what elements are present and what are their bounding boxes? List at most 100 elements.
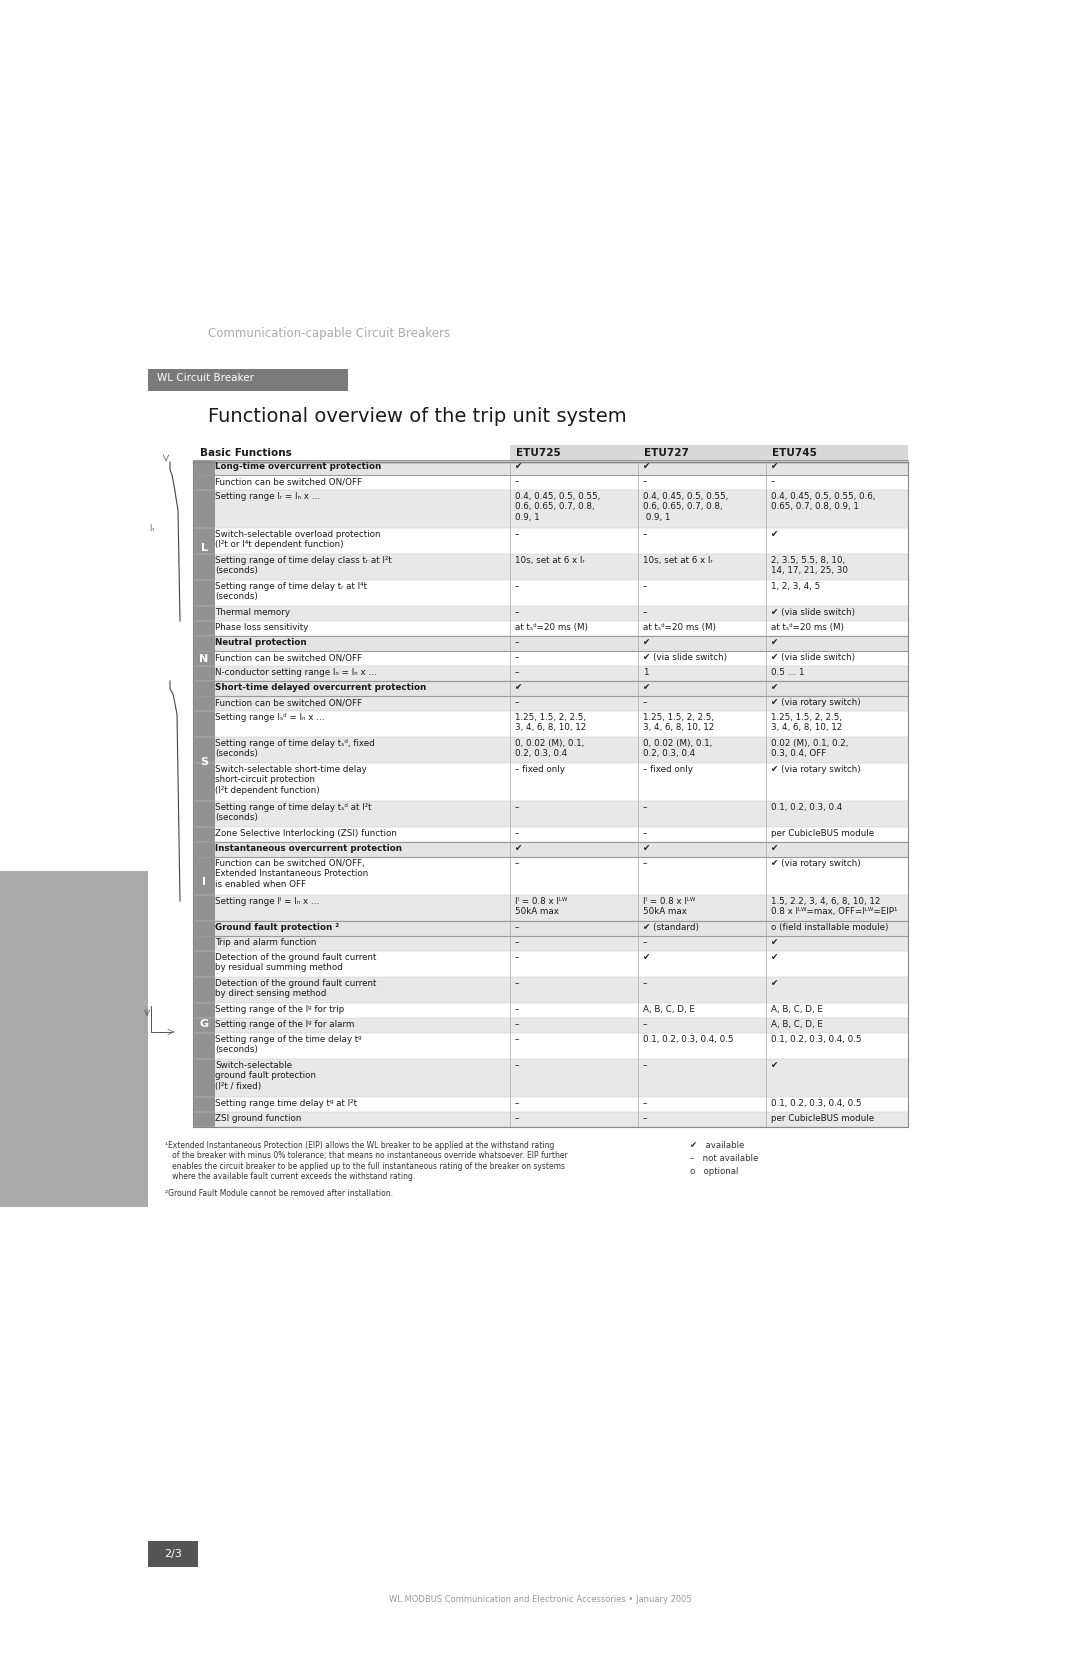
FancyBboxPatch shape: [193, 1097, 908, 1112]
FancyBboxPatch shape: [193, 1112, 908, 1127]
FancyBboxPatch shape: [193, 580, 908, 607]
Text: Switch-selectable short-time delay
short-circuit protection
(I²t dependent funct: Switch-selectable short-time delay short…: [215, 765, 367, 795]
Text: 1.25, 1.5, 2, 2.5,
3, 4, 6, 8, 10, 12: 1.25, 1.5, 2, 2.5, 3, 4, 6, 8, 10, 12: [515, 713, 586, 732]
FancyBboxPatch shape: [510, 445, 638, 462]
Text: ✔: ✔: [643, 844, 650, 854]
Text: ¹Extended Instantaneous Protection (EIP) allows the WL breaker to be applied at : ¹Extended Instantaneous Protection (EIP)…: [165, 1140, 568, 1182]
Text: Iᴵ = 0.8 x Iᴸᵂ
50kA max: Iᴵ = 0.8 x Iᴸᵂ 50kA max: [643, 897, 696, 917]
Text: ✔ (via slide switch): ✔ (via slide switch): [771, 608, 855, 617]
Text: –: –: [515, 828, 519, 839]
FancyBboxPatch shape: [193, 460, 215, 637]
Text: ✔ (via rotary switch): ✔ (via rotary switch): [771, 859, 861, 869]
Text: Setting range time delay tᵍ at I²t: Setting range time delay tᵍ at I²t: [215, 1099, 357, 1109]
Text: ✔   available: ✔ available: [690, 1140, 744, 1150]
Text: 0.4, 0.45, 0.5, 0.55, 0.6,
0.65, 0.7, 0.8, 0.9, 1: 0.4, 0.45, 0.5, 0.55, 0.6, 0.65, 0.7, 0.…: [771, 492, 876, 512]
Text: Detection of the ground fault current
by residual summing method: Detection of the ground fault current by…: [215, 954, 376, 972]
Text: N-conductor setting range Iₙ = Iₙ x …: N-conductor setting range Iₙ = Iₙ x …: [215, 668, 377, 677]
Text: 2/3: 2/3: [164, 1549, 181, 1559]
Text: A, B, C, D, E: A, B, C, D, E: [643, 1005, 694, 1014]
Text: Setting range Iₛᵈ = Iₙ x …: Setting range Iₛᵈ = Iₙ x …: [215, 713, 325, 722]
Text: Setting range Iᴵ = Iₙ x …: Setting range Iᴵ = Iₙ x …: [215, 897, 320, 905]
Text: S: S: [200, 757, 208, 767]
Text: –: –: [515, 638, 519, 647]
Text: –: –: [515, 1114, 519, 1124]
Text: 1, 2, 3, 4, 5: 1, 2, 3, 4, 5: [771, 582, 820, 592]
FancyBboxPatch shape: [193, 920, 908, 935]
Text: G: G: [200, 1019, 208, 1029]
FancyBboxPatch shape: [193, 652, 908, 667]
Text: o (field installable module): o (field installable module): [771, 924, 889, 932]
Text: Setting range of the Iᵍ for alarm: Setting range of the Iᵍ for alarm: [215, 1020, 354, 1029]
FancyBboxPatch shape: [193, 667, 908, 682]
Text: 1.5, 2.2, 3, 4, 6, 8, 10, 12
0.8 x Iᴸᵂ=max, OFF=Iᴸᵂ=EIP¹: 1.5, 2.2, 3, 4, 6, 8, 10, 12 0.8 x Iᴸᵂ=m…: [771, 897, 897, 917]
Text: Setting range of time delay tᵣ at I⁴t
(seconds): Setting range of time delay tᵣ at I⁴t (s…: [215, 582, 367, 602]
Text: Neutral protection: Neutral protection: [215, 638, 307, 647]
Text: 0.1, 0.2, 0.3, 0.4, 0.5: 0.1, 0.2, 0.3, 0.4, 0.5: [771, 1099, 862, 1109]
FancyBboxPatch shape: [638, 445, 766, 462]
Text: 10s, set at 6 x Iᵣ: 10s, set at 6 x Iᵣ: [515, 557, 584, 565]
Text: 1: 1: [643, 668, 648, 677]
Text: Trip and alarm function: Trip and alarm function: [215, 939, 316, 947]
Text: –: –: [515, 668, 519, 677]
Text: Instantaneous overcurrent protection: Instantaneous overcurrent protection: [215, 844, 402, 854]
Text: ✔: ✔: [643, 638, 650, 647]
Text: Iₙ: Iₙ: [149, 523, 154, 532]
Text: 10s, set at 6 x Iᵣ: 10s, set at 6 x Iᵣ: [643, 557, 713, 565]
Text: ✔: ✔: [515, 462, 523, 472]
Text: WL MODBUS Communication and Electronic Accessories • January 2005: WL MODBUS Communication and Electronic A…: [389, 1595, 691, 1604]
Text: A, B, C, D, E: A, B, C, D, E: [771, 1020, 823, 1029]
FancyBboxPatch shape: [193, 977, 908, 1004]
Text: ✔: ✔: [771, 939, 779, 947]
FancyBboxPatch shape: [0, 870, 148, 1207]
Text: –: –: [643, 1099, 647, 1109]
FancyBboxPatch shape: [193, 528, 908, 553]
Text: ETU727: ETU727: [644, 448, 689, 458]
Text: –: –: [515, 939, 519, 947]
Text: o   optional: o optional: [690, 1167, 739, 1175]
Text: –: –: [515, 954, 519, 962]
Text: –: –: [643, 698, 647, 707]
Text: Ground fault protection ²: Ground fault protection ²: [215, 924, 339, 932]
Text: Setting range of the time delay tᵍ
(seconds): Setting range of the time delay tᵍ (seco…: [215, 1035, 362, 1055]
Text: Setting range of time delay tₛᵈ at I²t
(seconds): Setting range of time delay tₛᵈ at I²t (…: [215, 803, 372, 822]
Text: per CubicleBUS module: per CubicleBUS module: [771, 1114, 874, 1124]
Text: 0, 0.02 (M), 0.1,
0.2, 0.3, 0.4: 0, 0.02 (M), 0.1, 0.2, 0.3, 0.4: [643, 738, 712, 758]
Text: ✔: ✔: [771, 462, 779, 472]
Text: –: –: [515, 803, 519, 812]
FancyBboxPatch shape: [193, 1004, 908, 1019]
Text: –: –: [515, 530, 519, 538]
Text: 0.4, 0.45, 0.5, 0.55,
0.6, 0.65, 0.7, 0.8,
0.9, 1: 0.4, 0.45, 0.5, 0.55, 0.6, 0.65, 0.7, 0.…: [515, 492, 600, 522]
Text: 0.4, 0.45, 0.5, 0.55,
0.6, 0.65, 0.7, 0.8,
 0.9, 1: 0.4, 0.45, 0.5, 0.55, 0.6, 0.65, 0.7, 0.…: [643, 492, 728, 522]
FancyBboxPatch shape: [193, 737, 908, 763]
Text: ✔: ✔: [771, 638, 779, 647]
Text: –: –: [515, 924, 519, 932]
Text: –: –: [515, 859, 519, 869]
FancyBboxPatch shape: [193, 895, 908, 920]
Text: –: –: [515, 1099, 519, 1109]
Text: ✔: ✔: [643, 683, 650, 692]
Text: ✔: ✔: [771, 683, 779, 692]
Text: ✔: ✔: [515, 844, 523, 854]
Text: Communication-capable Circuit Breakers: Communication-capable Circuit Breakers: [208, 327, 450, 340]
Text: Detection of the ground fault current
by direct sensing method: Detection of the ground fault current by…: [215, 979, 376, 999]
Text: –: –: [515, 1020, 519, 1029]
Text: Function can be switched ON/OFF: Function can be switched ON/OFF: [215, 698, 362, 707]
FancyBboxPatch shape: [766, 445, 908, 462]
Text: –: –: [643, 828, 647, 839]
Text: –: –: [643, 859, 647, 869]
Text: –: –: [515, 1060, 519, 1070]
Text: Switch-selectable
ground fault protection
(I²t / fixed): Switch-selectable ground fault protectio…: [215, 1060, 316, 1090]
FancyBboxPatch shape: [193, 682, 908, 697]
Text: ✔ (standard): ✔ (standard): [643, 924, 699, 932]
Text: Switch-selectable overload protection
(I²t or I⁴t dependent function): Switch-selectable overload protection (I…: [215, 530, 380, 550]
Text: ETU745: ETU745: [772, 448, 816, 458]
FancyBboxPatch shape: [193, 682, 215, 842]
Text: –: –: [515, 979, 519, 989]
Text: 0.1, 0.2, 0.3, 0.4: 0.1, 0.2, 0.3, 0.4: [771, 803, 842, 812]
FancyBboxPatch shape: [193, 1059, 908, 1097]
Text: Thermal memory: Thermal memory: [215, 608, 291, 617]
Text: –: –: [643, 1020, 647, 1029]
Text: –: –: [643, 939, 647, 947]
Text: Short-time delayed overcurrent protection: Short-time delayed overcurrent protectio…: [215, 683, 427, 692]
Text: Function can be switched ON/OFF,
Extended Instantaneous Protection
is enabled wh: Function can be switched ON/OFF, Extende…: [215, 859, 368, 889]
